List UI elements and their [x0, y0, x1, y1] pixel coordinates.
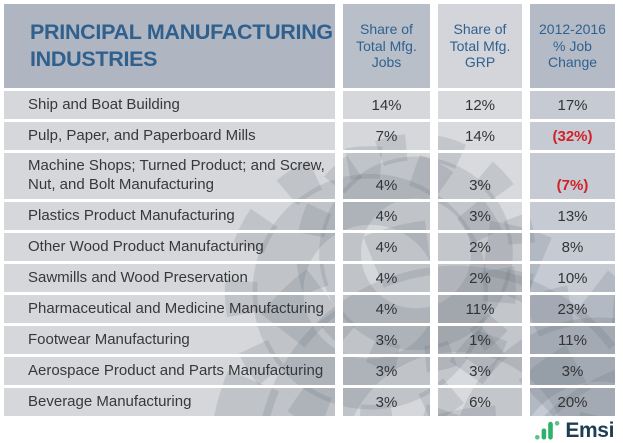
grp-share-value: 3% — [469, 177, 491, 194]
page-title: PRINCIPAL MANUFACTURING INDUSTRIES — [30, 20, 333, 71]
grp-share-cell: 11% — [438, 295, 522, 323]
jobs-share-value: 4% — [375, 238, 398, 256]
jobs-share-cell: 3% — [343, 326, 430, 354]
jobs-share-cell: 7% — [343, 122, 430, 150]
job-change-value: 3% — [561, 362, 584, 380]
industries-table: PRINCIPAL MANUFACTURING INDUSTRIES Share… — [4, 4, 615, 416]
jobs-share-cell: 4% — [343, 295, 430, 323]
jobs-share-value: 3% — [375, 362, 398, 380]
col-header-grp-share: Share of Total Mfg. GRP — [438, 4, 522, 88]
job-change-value: 23% — [557, 300, 588, 318]
jobs-share-value: 4% — [375, 300, 398, 318]
grp-share-cell: 3% — [438, 153, 522, 199]
job-change-cell: (7%) — [530, 153, 615, 199]
grp-share-cell: 2% — [438, 264, 522, 292]
grp-share-cell: 14% — [438, 122, 522, 150]
table-row-industry-cell: Ship and Boat Building — [4, 91, 335, 119]
industry-name: Pulp, Paper, and Paperboard Mills — [28, 126, 256, 144]
job-change-cell: (32%) — [530, 122, 615, 150]
jobs-share-cell: 3% — [343, 357, 430, 385]
jobs-share-value: 4% — [375, 177, 398, 194]
col-header-jobs-share: Share of Total Mfg. Jobs — [343, 4, 430, 88]
table-row-industry-cell: Footwear Manufacturing — [4, 326, 335, 354]
jobs-share-cell: 4% — [343, 264, 430, 292]
table-row-industry-cell: Beverage Manufacturing — [4, 388, 335, 416]
grp-share-value: 1% — [469, 331, 491, 349]
jobs-share-cell: 4% — [343, 202, 430, 230]
industry-name: Other Wood Product Manufacturing — [28, 237, 264, 255]
jobs-share-cell: 3% — [343, 388, 430, 416]
table-row-industry-cell: Machine Shops; Turned Product; and Screw… — [4, 153, 335, 199]
job-change-cell: 13% — [530, 202, 615, 230]
grp-share-value: 2% — [469, 269, 491, 287]
job-change-value: 13% — [557, 207, 588, 225]
jobs-share-cell: 14% — [343, 91, 430, 119]
grp-share-cell: 1% — [438, 326, 522, 354]
job-change-cell: 23% — [530, 295, 615, 323]
grp-share-cell: 6% — [438, 388, 522, 416]
job-change-cell: 10% — [530, 264, 615, 292]
job-change-value: (7%) — [556, 177, 589, 194]
col-header-job-change: 2012-2016 % Job Change — [530, 4, 615, 88]
job-change-cell: 17% — [530, 91, 615, 119]
grp-share-value: 3% — [469, 207, 491, 225]
table-row-industry-cell: Other Wood Product Manufacturing — [4, 233, 335, 261]
grp-share-value: 11% — [465, 300, 495, 318]
grp-share-value: 14% — [464, 127, 496, 145]
jobs-share-value: 3% — [375, 331, 398, 349]
jobs-share-cell: 4% — [343, 153, 430, 199]
job-change-value: 11% — [558, 331, 587, 349]
job-change-value: (32%) — [552, 127, 593, 145]
grp-share-cell: 3% — [438, 357, 522, 385]
job-change-value: 17% — [557, 96, 588, 114]
jobs-share-value: 4% — [375, 207, 398, 225]
table-row-industry-cell: Aerospace Product and Parts Manufacturin… — [4, 357, 335, 385]
jobs-share-cell: 4% — [343, 233, 430, 261]
industry-name: Ship and Boat Building — [28, 95, 180, 113]
job-change-value: 10% — [557, 269, 588, 287]
emsi-logo-text: Emsi — [565, 418, 614, 442]
footer-brand: Emsi — [535, 418, 614, 443]
industry-name: Machine Shops; Turned Product; and Screw… — [28, 157, 325, 193]
table-row-industry-cell: Sawmills and Wood Preservation — [4, 264, 335, 292]
grp-share-value: 12% — [464, 96, 496, 114]
jobs-share-value: 14% — [371, 96, 402, 114]
industry-name: Sawmills and Wood Preservation — [28, 268, 248, 286]
jobs-share-value: 4% — [375, 269, 398, 287]
grp-share-value: 6% — [469, 393, 491, 411]
col-header-jobs-share-label: Share of Total Mfg. Jobs — [356, 20, 417, 71]
job-change-cell: 11% — [530, 326, 615, 354]
job-change-cell: 3% — [530, 357, 615, 385]
grp-share-cell: 2% — [438, 233, 522, 261]
jobs-share-value: 3% — [375, 393, 398, 411]
table-row-industry-cell: Plastics Product Manufacturing — [4, 202, 335, 230]
col-header-grp-share-label: Share of Total Mfg. GRP — [449, 20, 511, 71]
table-row-industry-cell: Pulp, Paper, and Paperboard Mills — [4, 122, 335, 150]
industry-name: Beverage Manufacturing — [28, 392, 192, 410]
jobs-share-value: 7% — [375, 127, 398, 145]
grp-share-cell: 12% — [438, 91, 522, 119]
grp-share-value: 3% — [469, 362, 491, 380]
industry-name: Pharmaceutical and Medicine Manufacturin… — [28, 299, 324, 317]
job-change-value: 8% — [561, 238, 584, 256]
grp-share-cell: 3% — [438, 202, 522, 230]
grp-share-value: 2% — [469, 238, 491, 256]
job-change-value: 20% — [557, 393, 588, 411]
table-row-industry-cell: Pharmaceutical and Medicine Manufacturin… — [4, 295, 335, 323]
industry-name: Plastics Product Manufacturing — [28, 206, 235, 224]
industry-name: Aerospace Product and Parts Manufacturin… — [28, 361, 324, 379]
col-header-job-change-label: 2012-2016 % Job Change — [539, 20, 606, 71]
table-title-cell: PRINCIPAL MANUFACTURING INDUSTRIES — [4, 4, 335, 88]
emsi-logo-icon — [535, 420, 560, 440]
job-change-cell: 20% — [530, 388, 615, 416]
job-change-cell: 8% — [530, 233, 615, 261]
industry-name: Footwear Manufacturing — [28, 330, 190, 348]
